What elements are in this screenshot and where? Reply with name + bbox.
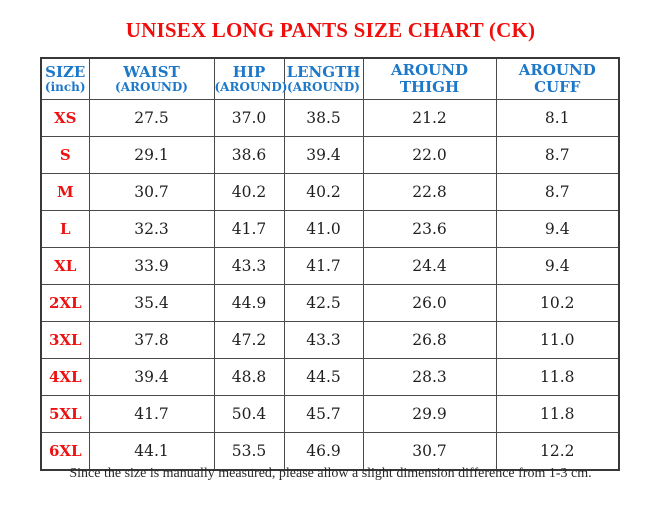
hip-cell: 41.7 [213, 210, 285, 248]
page-title: UNISEX LONG PANTS SIZE CHART (CK) [125, 18, 536, 42]
waist-cell: 32.3 [88, 210, 215, 248]
hip-cell: 53.5 [213, 432, 285, 471]
size-label: M [40, 173, 90, 211]
hip-cell: 40.2 [213, 173, 285, 211]
size-label: 2XL [40, 284, 90, 322]
thigh-cell: 24.4 [362, 247, 497, 285]
waist-cell: 33.9 [88, 247, 215, 285]
col-header-length: LENGTH (AROUND) [283, 57, 364, 100]
hip-cell: 37.0 [213, 99, 285, 137]
length-cell: 38.5 [283, 99, 364, 137]
size-label: L [40, 210, 90, 248]
col-header-length-label: LENGTH [286, 63, 361, 82]
waist-cell: 41.7 [88, 395, 215, 433]
col-header-waist: WAIST (AROUND) [88, 57, 215, 100]
thigh-cell: 30.7 [362, 432, 497, 471]
waist-cell: 37.8 [88, 321, 215, 359]
cuff-cell: 11.8 [495, 395, 620, 433]
hip-cell: 44.9 [213, 284, 285, 322]
table-row-xs: XS 27.5 37.0 38.5 21.2 8.1 [40, 99, 620, 137]
cuff-cell: 11.8 [495, 358, 620, 396]
col-header-size-label: SIZE [45, 63, 86, 82]
footnote: Since the size is manually measured, ple… [69, 466, 592, 481]
table-row-l: L 32.3 41.7 41.0 23.6 9.4 [40, 210, 620, 248]
length-cell: 46.9 [283, 432, 364, 471]
cuff-cell: 9.4 [495, 247, 620, 285]
thigh-cell: 22.8 [362, 173, 497, 211]
col-header-size-sub: (inch) [44, 80, 86, 95]
length-cell: 41.0 [283, 210, 364, 248]
length-cell: 41.7 [283, 247, 364, 285]
length-cell: 39.4 [283, 136, 364, 174]
length-cell: 45.7 [283, 395, 364, 433]
length-cell: 44.5 [283, 358, 364, 396]
col-header-around-cuff: AROUND CUFF [495, 57, 620, 100]
thigh-cell: 28.3 [362, 358, 497, 396]
length-cell: 43.3 [283, 321, 364, 359]
size-label: 6XL [40, 432, 90, 471]
hip-cell: 50.4 [213, 395, 285, 433]
cuff-cell: 8.7 [495, 136, 620, 174]
cuff-cell: 9.4 [495, 210, 620, 248]
cuff-cell: 8.7 [495, 173, 620, 211]
table-row-5xl: 5XL 41.7 50.4 45.7 29.9 11.8 [40, 395, 620, 433]
col-header-thigh-label: AROUND [391, 61, 468, 80]
size-label: XL [40, 247, 90, 285]
size-label: 5XL [40, 395, 90, 433]
col-header-around-thigh: AROUND THIGH [362, 57, 497, 100]
table-row-6xl: 6XL 44.1 53.5 46.9 30.7 12.2 [40, 432, 620, 471]
col-header-hip-sub: (AROUND) [214, 80, 288, 95]
col-header-thigh-sub: THIGH [399, 78, 460, 97]
col-header-hip-label: HIP [232, 63, 266, 82]
thigh-cell: 23.6 [362, 210, 497, 248]
col-header-waist-sub: (AROUND) [115, 80, 188, 95]
waist-cell: 44.1 [88, 432, 215, 471]
cuff-cell: 11.0 [495, 321, 620, 359]
hip-cell: 38.6 [213, 136, 285, 174]
col-header-hip: HIP (AROUND) [213, 57, 288, 100]
cuff-cell: 12.2 [495, 432, 620, 471]
waist-cell: 30.7 [88, 173, 215, 211]
thigh-cell: 26.0 [362, 284, 497, 322]
size-label: 4XL [40, 358, 90, 396]
size-label: XS [40, 99, 90, 137]
waist-cell: 29.1 [88, 136, 215, 174]
header-row: SIZE (inch) WAIST (AROUND) HIP (AROUND) … [40, 57, 620, 100]
cuff-cell: 10.2 [495, 284, 620, 322]
waist-cell: 35.4 [88, 284, 215, 322]
size-chart-table: SIZE (inch) WAIST (AROUND) HIP (AROUND) … [40, 57, 620, 471]
thigh-cell: 29.9 [362, 395, 497, 433]
hip-cell: 43.3 [213, 247, 285, 285]
thigh-cell: 21.2 [362, 99, 497, 137]
table-row-xl: XL 33.9 43.3 41.7 24.4 9.4 [40, 247, 620, 285]
col-header-size: SIZE (inch) [40, 57, 90, 100]
col-header-length-sub: (AROUND) [287, 80, 360, 95]
hip-cell: 47.2 [213, 321, 285, 359]
length-cell: 42.5 [283, 284, 364, 322]
table-row-3xl: 3XL 37.8 47.2 43.3 26.8 11.0 [40, 321, 620, 359]
col-header-cuff-label: AROUND [518, 61, 596, 80]
length-cell: 40.2 [283, 173, 364, 211]
table-row-2xl: 2XL 35.4 44.9 42.5 26.0 10.2 [40, 284, 620, 322]
col-header-waist-label: WAIST [123, 63, 180, 82]
cuff-cell: 8.1 [495, 99, 620, 137]
waist-cell: 27.5 [88, 99, 215, 137]
size-label: S [40, 136, 90, 174]
thigh-cell: 26.8 [362, 321, 497, 359]
waist-cell: 39.4 [88, 358, 215, 396]
table-row-4xl: 4XL 39.4 48.8 44.5 28.3 11.8 [40, 358, 620, 396]
col-header-cuff-sub: CUFF [534, 78, 581, 97]
size-label: 3XL [40, 321, 90, 359]
table-row-s: S 29.1 38.6 39.4 22.0 8.7 [40, 136, 620, 174]
table-row-m: M 30.7 40.2 40.2 22.8 8.7 [40, 173, 620, 211]
hip-cell: 48.8 [213, 358, 285, 396]
thigh-cell: 22.0 [362, 136, 497, 174]
